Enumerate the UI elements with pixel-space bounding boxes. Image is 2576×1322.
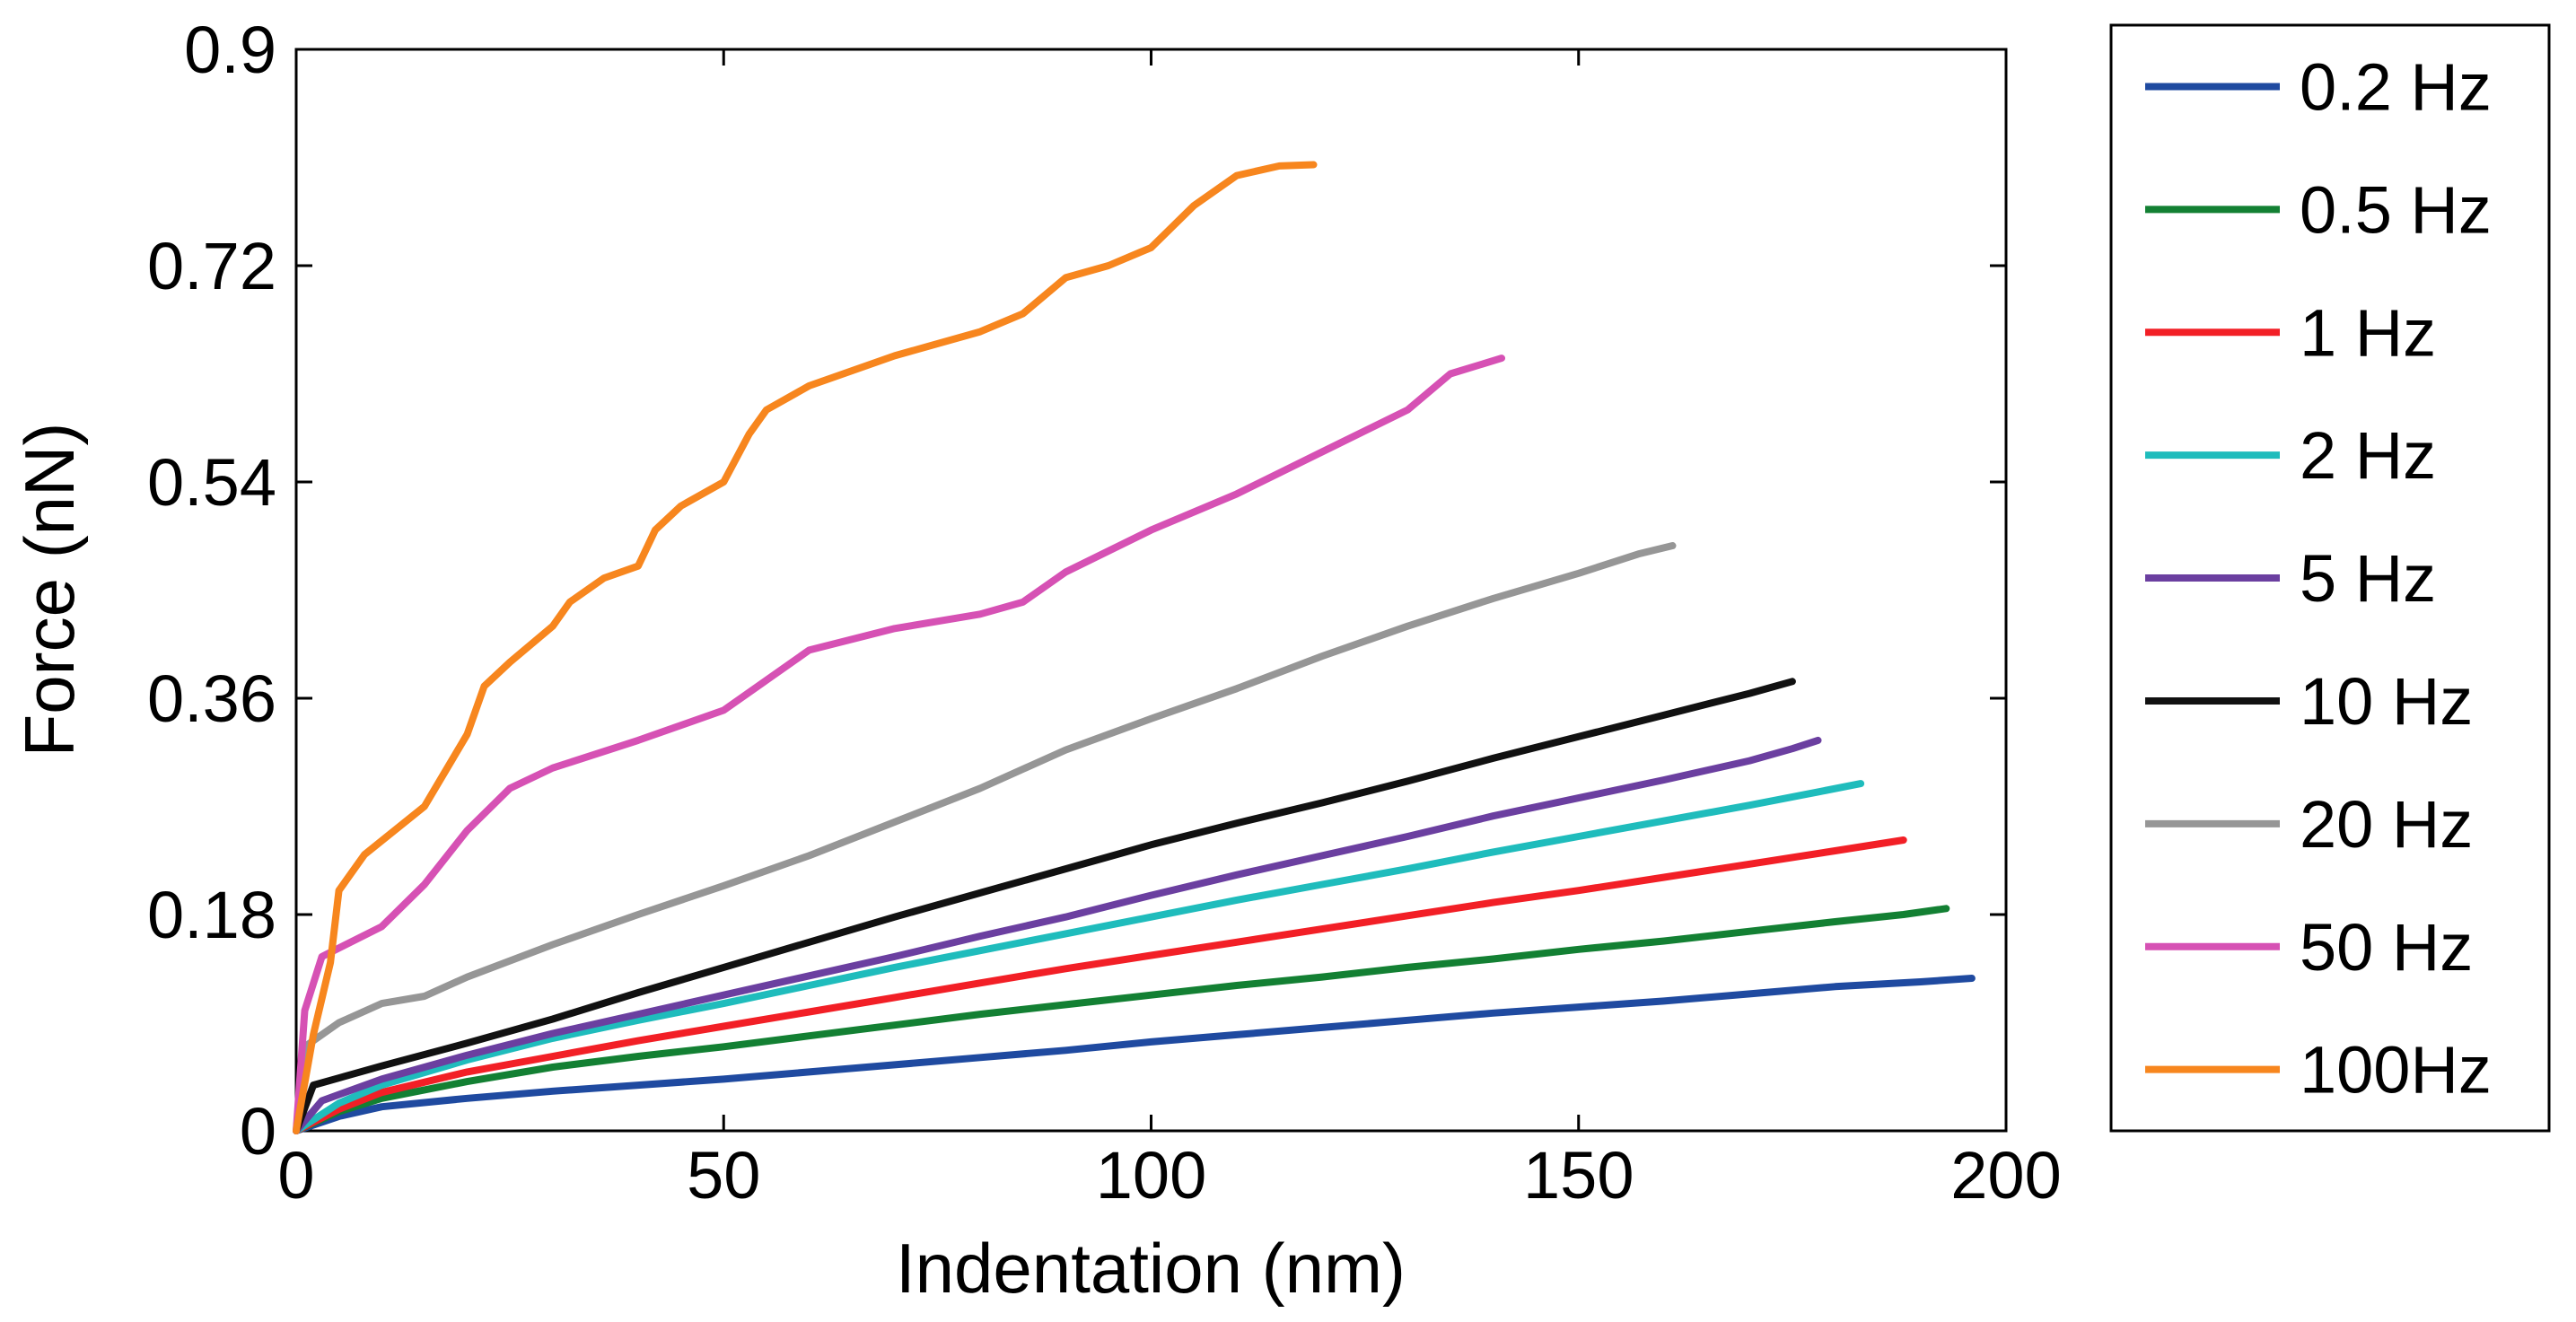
y-axis-label: Force (nN): [10, 423, 89, 757]
series-line-0.2hz: [293, 975, 1976, 1134]
series-line-1hz: [293, 836, 1907, 1134]
legend-label: 2 Hz: [2300, 418, 2436, 493]
y-tick-label: 0: [240, 1094, 276, 1169]
x-tick-label: 100: [1096, 1138, 1206, 1213]
series-lines: [293, 161, 1976, 1134]
legend-label: 0.5 Hz: [2300, 172, 2492, 247]
plot-area: [294, 48, 2008, 1133]
x-tick-label: 150: [1523, 1138, 1634, 1213]
series-line-50hz: [293, 355, 1505, 1134]
y-tick-label: 0.54: [147, 445, 276, 520]
series-line-10hz: [293, 678, 1796, 1134]
legend-label: 5 Hz: [2300, 541, 2436, 616]
series-line-2hz: [293, 780, 1865, 1134]
y-tick-label: 0.36: [147, 661, 276, 736]
series-line-5hz: [293, 736, 1822, 1134]
legend-label: 50 Hz: [2300, 910, 2473, 985]
legend-label: 20 Hz: [2300, 787, 2473, 862]
series-line-20hz: [293, 542, 1677, 1134]
series-line-0.5hz: [293, 905, 1950, 1134]
x-tick-label: 50: [687, 1138, 760, 1213]
series-line-100hz: [293, 161, 1318, 1134]
y-tick-label: 0.18: [147, 878, 276, 952]
legend-label: 10 Hz: [2300, 664, 2473, 739]
legend-label: 1 Hz: [2300, 295, 2436, 370]
y-tick-label: 0.9: [184, 13, 276, 87]
tick-labels: 0 50 100 150 200 0 0.18 0.36 0.54 0.72 0.9: [147, 13, 2062, 1213]
x-axis-label: Indentation (nm): [896, 1229, 1406, 1308]
x-tick-label: 200: [1950, 1138, 2061, 1213]
legend-label: 0.2 Hz: [2300, 49, 2492, 124]
x-tick-label: 0: [277, 1138, 314, 1213]
y-tick-label: 0.72: [147, 229, 276, 303]
legend: 0.2 Hz 0.5 Hz 1 Hz 2 Hz 5 Hz 10 Hz 20 Hz 50 Hz 1…: [2145, 49, 2492, 1108]
legend-label: 100Hz: [2300, 1033, 2492, 1108]
